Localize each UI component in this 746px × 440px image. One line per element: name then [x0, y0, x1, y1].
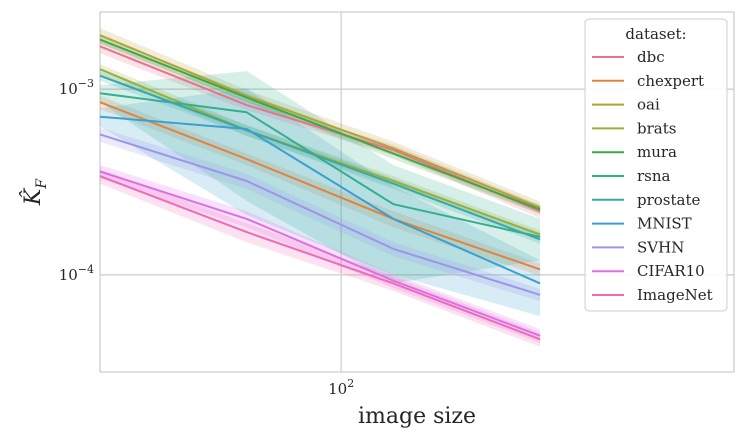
y-tick-label: 10−3 [59, 77, 94, 98]
svg-text:K̂F: K̂F [20, 178, 50, 206]
legend-label: CIFAR10 [637, 262, 705, 280]
legend-item-oai: oai [592, 96, 660, 114]
legend-item-prostate: prostate [592, 191, 700, 209]
legend-title: dataset: [625, 25, 686, 43]
band-rsna [100, 71, 541, 284]
y-axis-label: K̂F [20, 178, 50, 206]
line-imagenet [99, 175, 541, 341]
line-cifar10 [99, 170, 541, 337]
line-brats [99, 68, 541, 236]
legend-label: ImageNet [637, 286, 713, 304]
legend-items: dbc chexpert oai brats mura rsna prostate MNIST… [592, 48, 713, 304]
legend-item-cifar10: CIFAR10 [592, 262, 705, 280]
line-prostate [99, 74, 541, 241]
series-lines [99, 34, 541, 341]
y-axis-label-sub: F [34, 178, 50, 190]
legend-label: oai [637, 96, 660, 114]
legend-item-mnist: MNIST [592, 215, 692, 233]
legend-box [584, 18, 728, 312]
legend-label: dbc [637, 48, 665, 66]
legend-label: prostate [637, 191, 700, 209]
legend-label: rsna [637, 167, 671, 185]
x-tick-label: 102 [328, 377, 354, 398]
tick-labels: 102 10−3 10−4 [59, 77, 355, 398]
y-axis-label-main: K̂ [20, 187, 46, 206]
legend-item-svhn: SVHN [592, 238, 684, 256]
line-svhn [99, 133, 541, 296]
legend-label: MNIST [637, 215, 692, 233]
line-mura [99, 38, 541, 211]
legend-label: mura [637, 143, 677, 161]
y-tick-label: 10−4 [59, 263, 94, 284]
x-axis-label: image size [358, 404, 476, 429]
legend-item-mura: mura [592, 143, 677, 161]
band-cifar10 [100, 165, 541, 343]
legend-item-dbc: dbc [592, 48, 665, 66]
legend-item-brats: brats [592, 119, 676, 137]
band-dbc [100, 39, 541, 219]
line-chexpert [99, 101, 541, 271]
legend-item-imagenet: ImageNet [592, 286, 713, 304]
legend-item-rsna: rsna [592, 167, 671, 185]
legend-label: chexpert [637, 72, 704, 90]
legend-label: brats [637, 119, 676, 137]
legend: dataset: dbc chexpert oai brats mura rsna pros… [584, 18, 728, 312]
legend-label: SVHN [637, 238, 684, 256]
legend-item-chexpert: chexpert [592, 72, 704, 90]
line-oai [99, 34, 541, 209]
line-mnist [99, 115, 541, 285]
